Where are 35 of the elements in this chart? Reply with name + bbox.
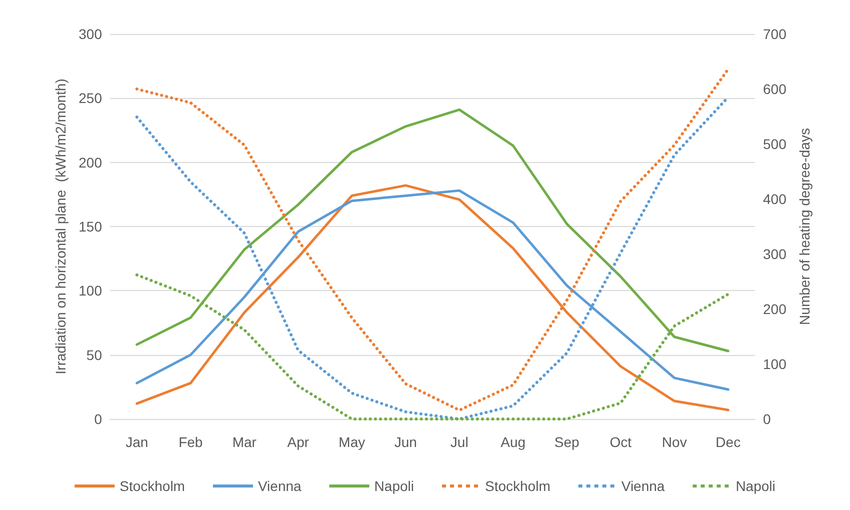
x-tick-label: Jan bbox=[126, 434, 148, 450]
x-tick-label: May bbox=[338, 434, 366, 450]
y2-tick-label: 200 bbox=[763, 301, 787, 317]
legend-label: Stockholm bbox=[120, 478, 185, 494]
y2-tick-label: 0 bbox=[763, 411, 771, 427]
legend-label: Vienna bbox=[258, 478, 302, 494]
y2-tick-label: 100 bbox=[763, 356, 787, 372]
y-tick-label: 300 bbox=[78, 26, 102, 42]
y-tick-label: 250 bbox=[78, 90, 102, 106]
x-tick-label: Jun bbox=[394, 434, 417, 450]
legend-label: Napoli bbox=[374, 478, 414, 494]
y-tick-label: 0 bbox=[94, 411, 102, 427]
x-tick-label: Nov bbox=[662, 434, 687, 450]
y-tick-label: 150 bbox=[78, 218, 102, 234]
legend-label: Napoli bbox=[736, 478, 776, 494]
y2-tick-label: 500 bbox=[763, 136, 787, 152]
x-tick-label: Feb bbox=[178, 434, 203, 450]
x-tick-label: Mar bbox=[232, 434, 257, 450]
y-tick-label: 200 bbox=[78, 154, 102, 170]
legend-label: Stockholm bbox=[485, 478, 550, 494]
x-tick-label: Oct bbox=[610, 434, 632, 450]
x-tick-label: Dec bbox=[716, 434, 741, 450]
y2-tick-label: 600 bbox=[763, 81, 787, 97]
y2-tick-label: 400 bbox=[763, 191, 787, 207]
y-axis-title: Irradiation on horizontal plane (kWh/m2/month) bbox=[52, 78, 69, 374]
y-tick-label: 50 bbox=[86, 346, 102, 363]
x-tick-label: Jul bbox=[450, 434, 468, 450]
x-tick-label: Apr bbox=[287, 434, 310, 450]
y2-tick-label: 300 bbox=[763, 246, 787, 262]
y2-axis-title: Number of heating degree-days bbox=[796, 128, 812, 325]
y-tick-label: 100 bbox=[78, 282, 102, 299]
x-tick-label: Aug bbox=[500, 434, 526, 450]
legend-label: Vienna bbox=[621, 478, 665, 494]
x-tick-label: Sep bbox=[554, 434, 580, 450]
y2-tick-label: 700 bbox=[763, 26, 787, 42]
